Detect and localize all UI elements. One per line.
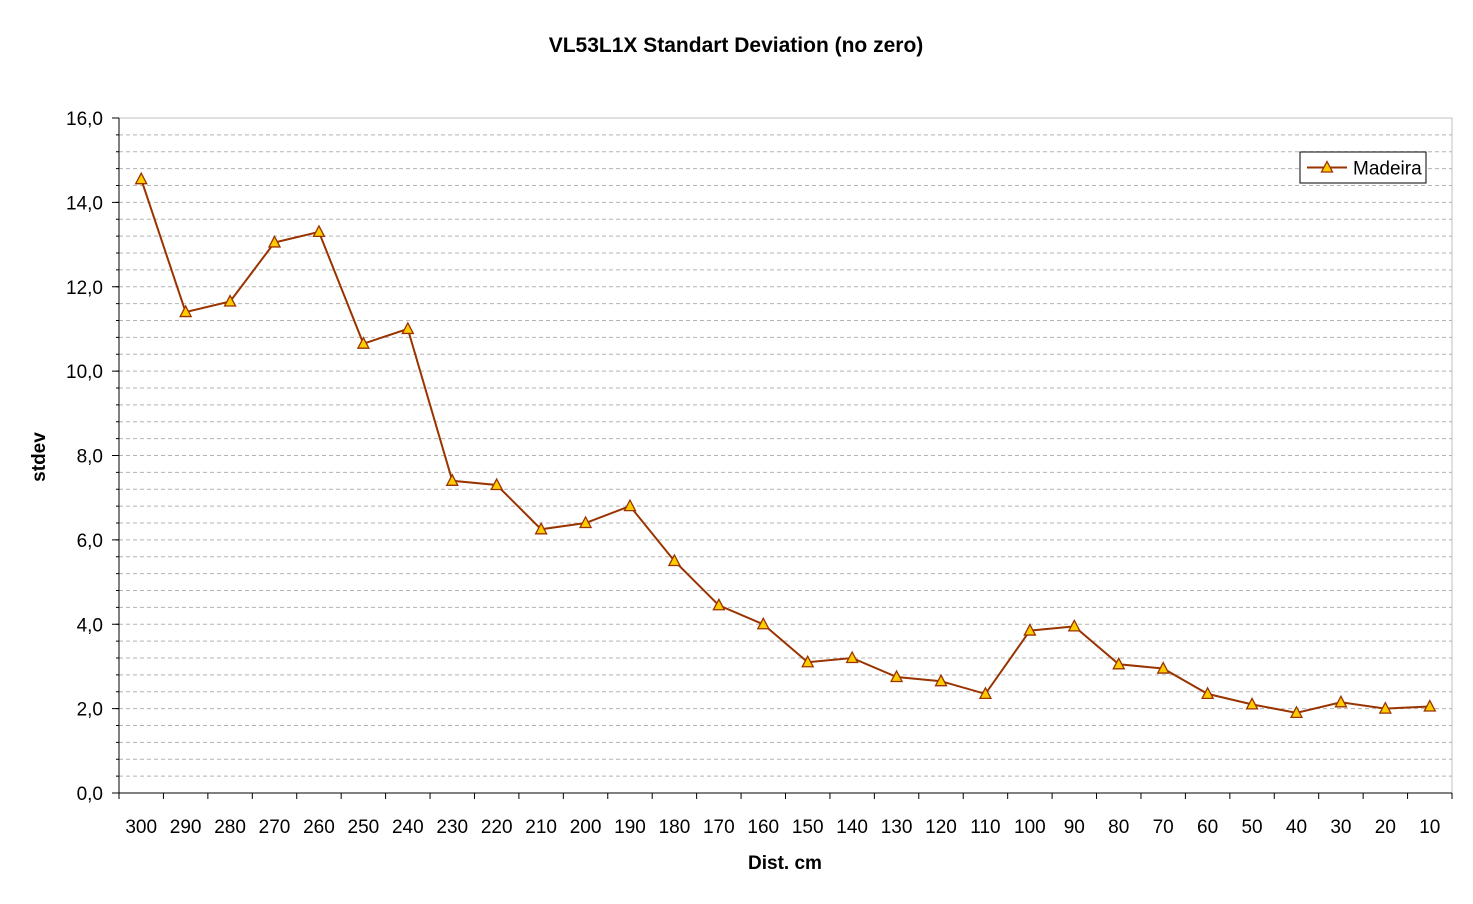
data-point-marker [490,477,504,491]
x-tick-label: 70 [1153,817,1174,838]
data-point-marker [356,336,370,349]
y-tick-label: 8,0 [77,447,103,468]
x-tick-label: 110 [970,817,1000,838]
x-tick-label: 160 [747,817,779,838]
data-point-marker [134,171,148,185]
data-point-marker [845,650,859,664]
data-point-marker [223,294,237,307]
data-point-marker [1289,705,1304,718]
x-tick-label: 190 [614,817,646,838]
x-tick-label: 200 [570,817,602,838]
x-tick-label: 210 [525,817,557,838]
data-point-marker [1156,661,1170,674]
data-point-marker [801,654,815,668]
data-point-marker [1023,623,1037,636]
data-point-marker [578,515,593,529]
data-point-marker [1067,618,1081,632]
y-axis-title: stdev [29,432,50,482]
x-tick-label: 120 [925,817,957,838]
data-point-marker [667,553,681,567]
x-tick-label: 100 [1014,817,1046,838]
series-layer [134,171,1437,718]
y-tick-label: 14,0 [66,193,103,214]
x-tick-label: 20 [1375,817,1396,838]
data-point-marker [978,686,993,700]
data-point-marker [1112,656,1126,670]
x-tick-label: 230 [436,817,468,838]
x-tick-label: 290 [170,817,202,838]
x-tick-label: 270 [259,817,291,838]
x-tick-label: 180 [659,817,691,838]
data-point-marker [1378,701,1392,714]
data-point-marker [179,304,193,318]
x-tick-label: 80 [1108,817,1129,838]
x-tick-label: 140 [836,817,868,838]
data-point-marker [1201,686,1215,700]
series-line-madeira [140,178,1430,714]
x-tick-label: 90 [1064,817,1085,838]
x-tick-label: 250 [348,817,380,838]
x-tick-label: 30 [1330,817,1351,838]
x-tick-label: 260 [303,817,335,838]
x-tick-label: 10 [1419,817,1440,838]
x-tick-label: 40 [1286,817,1307,838]
x-tick-label: 50 [1241,817,1262,838]
legend: Madeira [1299,151,1427,184]
data-point-marker [756,616,770,630]
legend-label: Madeira [1353,159,1422,180]
chart-title: VL53L1X Standart Deviation (no zero) [549,34,924,57]
data-point-marker [1334,694,1348,708]
x-tick-label: 60 [1197,817,1218,838]
data-point-marker [623,498,637,512]
y-tick-label: 16,0 [66,109,103,130]
x-tick-label: 220 [481,817,513,838]
data-point-marker [401,321,415,335]
x-tick-label: 280 [214,817,246,838]
y-tick-label: 2,0 [77,700,103,721]
y-tick-label: 12,0 [66,278,103,299]
x-tick-label: 170 [703,817,735,838]
y-tick-label: 6,0 [77,531,103,552]
legend-marker-swatch [1320,160,1334,173]
y-tick-label: 4,0 [77,615,103,636]
data-point-marker [890,669,904,683]
data-point-marker [534,521,548,535]
axes-layer: 0,0 2,0 4,0 6,0 8,0 10,0 12,0 14,0 16,0 300 290 280… [66,109,1453,838]
data-point-marker [1245,697,1259,710]
x-tick-label: 150 [792,817,824,838]
x-tick-label: 240 [392,817,424,838]
data-point-marker [934,673,948,687]
x-axis-title: Dist. cm [748,853,822,874]
data-point-marker [712,597,726,611]
data-point-marker [445,473,459,486]
x-tick-label: 130 [881,817,913,838]
legend-box [1299,151,1427,184]
y-tick-label: 10,0 [66,362,103,383]
data-point-marker [312,224,326,238]
data-point-marker [1423,699,1437,712]
x-tick-label: 300 [125,817,157,838]
grid-layer [118,117,1453,794]
y-tick-label: 0,0 [77,784,103,805]
data-point-marker [267,235,282,248]
